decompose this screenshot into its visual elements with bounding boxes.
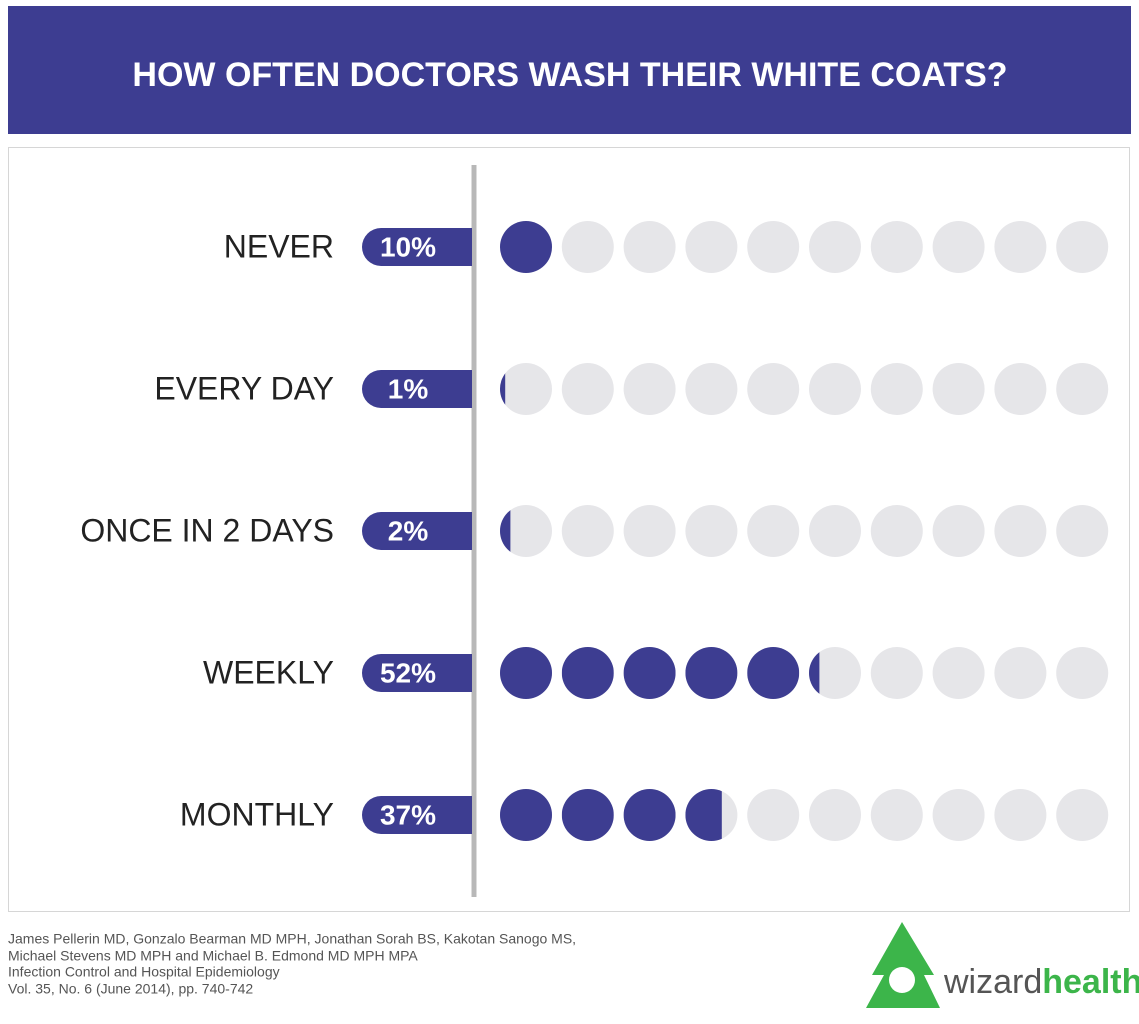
filled-dot — [500, 647, 552, 699]
value-pill — [362, 796, 472, 834]
value-label: 10% — [380, 231, 436, 262]
logo-icon — [866, 922, 940, 1008]
empty-dot — [685, 505, 738, 557]
empty-dot — [1056, 789, 1109, 841]
empty-dot — [994, 363, 1047, 415]
brand-prefix: wizard — [943, 963, 1042, 1001]
sources: James Pellerin MD, Gonzalo Bearman MD MP… — [8, 931, 576, 997]
value-label: 52% — [380, 657, 436, 688]
empty-dot — [747, 505, 800, 557]
source-line: Michael Stevens MD MPH and Michael B. Ed… — [8, 948, 418, 964]
category-label: MONTHLY — [180, 796, 334, 832]
empty-dot — [994, 789, 1047, 841]
value-pill — [362, 370, 472, 408]
value-pill — [362, 512, 472, 550]
brand: wizardhealth — [943, 963, 1139, 1001]
empty-dot — [747, 363, 800, 415]
filled-dot — [685, 647, 738, 699]
chart-frame — [8, 147, 1130, 912]
empty-dot — [1056, 363, 1109, 415]
category-label: NEVER — [224, 228, 334, 264]
filled-dot — [747, 647, 800, 699]
filled-dot — [685, 789, 722, 841]
category-label: ONCE IN 2 DAYS — [80, 512, 334, 548]
value-label: 37% — [380, 799, 436, 830]
empty-dot — [747, 789, 800, 841]
value-pill — [362, 654, 472, 692]
value-label: 1% — [388, 373, 429, 404]
empty-dot — [932, 505, 985, 557]
empty-dot — [932, 221, 985, 273]
source-line: Infection Control and Hospital Epidemiol… — [8, 964, 280, 980]
empty-dot — [561, 221, 614, 273]
empty-dot — [932, 363, 985, 415]
empty-dot — [809, 789, 861, 841]
empty-dot — [623, 505, 676, 557]
category-label: WEEKLY — [203, 654, 334, 690]
empty-dot — [994, 647, 1047, 699]
filled-dot — [500, 505, 511, 557]
empty-dot — [870, 647, 923, 699]
empty-dot — [870, 363, 923, 415]
empty-dot — [870, 221, 923, 273]
filled-dot — [500, 789, 552, 841]
filled-dot — [623, 789, 676, 841]
empty-dot — [1056, 221, 1109, 273]
empty-dot — [870, 505, 923, 557]
filled-dot — [500, 221, 552, 273]
empty-dot — [809, 505, 861, 557]
logo-face — [889, 967, 915, 993]
filled-dot — [500, 363, 506, 415]
empty-dot — [994, 505, 1047, 557]
empty-dot — [623, 221, 676, 273]
chart-title: HOW OFTEN DOCTORS WASH THEIR WHITE COATS… — [132, 56, 1007, 94]
value-pill — [362, 228, 472, 266]
category-label: EVERY DAY — [154, 370, 334, 406]
empty-dot — [561, 505, 614, 557]
empty-dot — [561, 363, 614, 415]
header — [8, 6, 1131, 134]
brand-suffix: health — [1042, 963, 1139, 1001]
empty-dot — [870, 789, 923, 841]
empty-dot — [747, 221, 800, 273]
source-line: James Pellerin MD, Gonzalo Bearman MD MP… — [8, 931, 576, 947]
empty-dot — [623, 363, 676, 415]
empty-dot — [809, 363, 861, 415]
logo: wizardhealth — [866, 922, 1139, 1008]
filled-dot — [623, 647, 676, 699]
empty-dot — [1056, 505, 1109, 557]
empty-dot — [994, 221, 1047, 273]
value-label: 2% — [388, 515, 429, 546]
filled-dot — [809, 647, 820, 699]
empty-dot — [685, 363, 738, 415]
empty-dot — [685, 221, 738, 273]
empty-dot — [809, 647, 861, 699]
source-line: Vol. 35, No. 6 (June 2014), pp. 740-742 — [8, 981, 253, 997]
empty-dot — [932, 789, 985, 841]
filled-dot — [561, 789, 614, 841]
empty-dot — [809, 221, 861, 273]
empty-dot — [932, 647, 985, 699]
empty-dot — [500, 363, 552, 415]
empty-dot — [1056, 647, 1109, 699]
empty-dot — [500, 505, 552, 557]
filled-dot — [561, 647, 614, 699]
